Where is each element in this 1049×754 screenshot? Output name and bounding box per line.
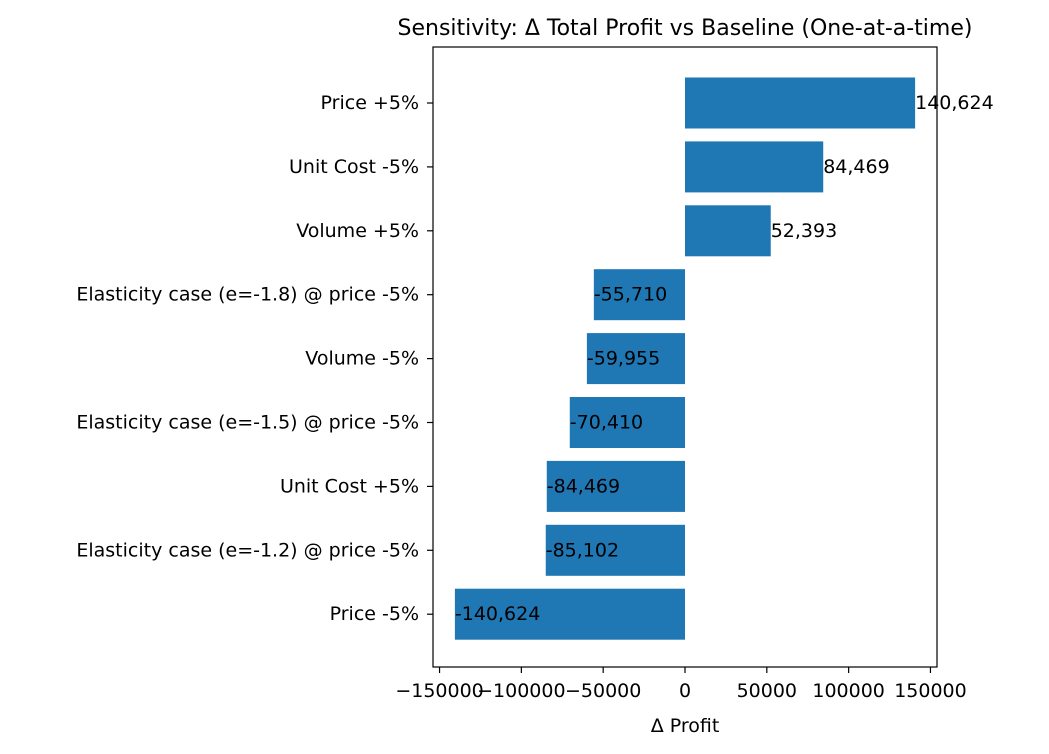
chart-title: Sensitivity: Δ Total Profit vs Baseline … bbox=[398, 16, 973, 41]
y-tick-label: Volume +5% bbox=[296, 220, 419, 242]
y-tick-labels: Price +5% Unit Cost -5% Volume +5% Elastici… bbox=[76, 92, 433, 625]
bar-value-label: 140,624 bbox=[915, 92, 994, 114]
x-tick-label: −50000 bbox=[565, 680, 641, 702]
y-tick-label: Elasticity case (e=-1.2) @ price -5% bbox=[76, 539, 419, 561]
bar-value-label: -70,410 bbox=[570, 412, 643, 434]
y-tick-label: Price +5% bbox=[321, 92, 419, 114]
bar bbox=[454, 588, 685, 640]
bar bbox=[569, 397, 685, 448]
x-tick-label: −150000 bbox=[395, 680, 483, 702]
bar-value-label: 84,469 bbox=[823, 156, 889, 178]
bar bbox=[545, 524, 685, 576]
bar-value-label: -59,955 bbox=[587, 348, 660, 370]
x-tick-label: −100000 bbox=[477, 680, 565, 702]
bar-value-label: -85,102 bbox=[546, 539, 619, 561]
y-tick-label: Unit Cost -5% bbox=[289, 156, 419, 178]
bar-value-label: 52,393 bbox=[771, 220, 837, 242]
bar bbox=[685, 77, 916, 129]
x-tick-label: 150000 bbox=[894, 680, 967, 702]
x-tick-label: 100000 bbox=[812, 680, 885, 702]
y-tick-label: Volume -5% bbox=[305, 348, 419, 370]
bars-group bbox=[454, 77, 916, 640]
y-tick-label: Elasticity case (e=-1.5) @ price -5% bbox=[76, 412, 419, 434]
bar bbox=[685, 205, 771, 257]
bar-value-label: -55,710 bbox=[594, 284, 667, 306]
data-labels: 140,624 84,469 52,393 -55,710 -59,955 -70,410… bbox=[455, 92, 994, 625]
x-tick-label: 0 bbox=[679, 680, 691, 702]
bar bbox=[593, 269, 685, 321]
bar bbox=[586, 333, 685, 385]
bar-value-label: -84,469 bbox=[547, 475, 620, 497]
y-tick-label: Price -5% bbox=[330, 603, 419, 625]
plot-frame bbox=[432, 46, 938, 668]
x-tick-label: 50000 bbox=[737, 680, 797, 702]
bar bbox=[685, 141, 824, 193]
y-tick-label: Elasticity case (e=-1.8) @ price -5% bbox=[76, 284, 419, 306]
bar bbox=[546, 460, 685, 512]
x-axis-label: Δ Profit bbox=[651, 715, 720, 737]
bar-value-label: -140,624 bbox=[455, 603, 540, 625]
x-ticks: −150000−100000 −50000 0 50000 100000 150000 bbox=[395, 667, 967, 702]
y-tick-label: Unit Cost +5% bbox=[280, 475, 419, 497]
